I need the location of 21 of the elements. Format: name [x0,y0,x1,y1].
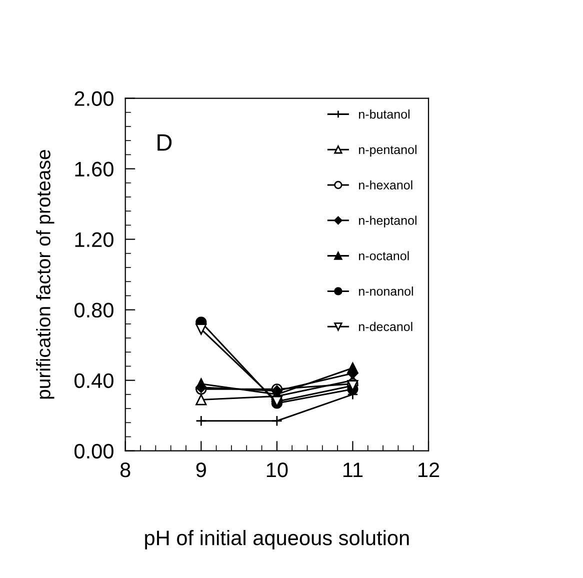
y-tick-label: 1.60 [75,162,114,177]
x-tick-label: 10 [266,462,288,478]
x-tick-label: 9 [196,462,206,478]
x-tick-label: 12 [418,462,440,478]
y-tick-label: 2.00 [74,91,114,106]
legend-label: n-decanol [359,322,412,332]
legend-label: n-pentanol [359,144,416,157]
y-tick-label: 0.80 [74,302,114,318]
annotation: D [158,134,172,151]
legend-label: n-butanol [359,110,410,119]
x-tick-label: 11 [343,462,363,478]
y-tick-label: 0.00 [74,444,114,459]
legend-label: n-hexanol [359,180,412,190]
x-tick-label: 8 [120,462,130,478]
legend-label: n-heptanol [359,216,416,228]
legend-label: n-nonanol [359,286,413,296]
legend-label: n-octanol [359,251,409,260]
y-tick-label: 0.40 [74,373,114,388]
y-axis-title: purification factor of protease [36,150,54,399]
y-tick-label: 1.20 [75,232,114,248]
x-axis-title: pH of initial aqueous solution [145,530,409,550]
